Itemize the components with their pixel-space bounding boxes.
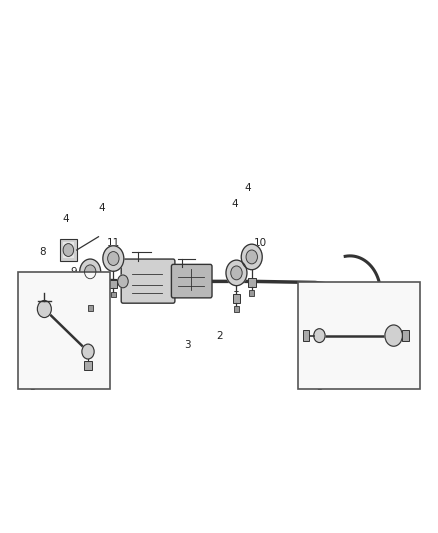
Text: 4: 4 (62, 214, 69, 224)
Bar (60, 239, 77, 261)
Text: 7: 7 (71, 298, 78, 309)
Text: 3: 3 (184, 340, 191, 350)
Circle shape (246, 250, 258, 264)
Text: 11: 11 (107, 238, 120, 247)
Text: 6: 6 (26, 332, 32, 342)
Text: 4: 4 (244, 183, 251, 193)
Bar (248, 278, 256, 287)
Text: 5: 5 (316, 382, 323, 392)
Bar (297, 282, 420, 389)
Circle shape (85, 265, 96, 279)
Circle shape (385, 325, 403, 346)
Bar (402, 330, 410, 341)
Text: 4: 4 (231, 199, 237, 209)
FancyBboxPatch shape (171, 264, 212, 298)
Bar (233, 294, 240, 303)
Circle shape (314, 329, 325, 343)
Bar (84, 361, 92, 370)
Circle shape (82, 344, 94, 359)
Bar (86, 293, 94, 302)
Circle shape (80, 259, 101, 285)
Circle shape (231, 266, 242, 280)
Text: 2: 2 (216, 330, 223, 341)
Text: 9: 9 (71, 267, 78, 277)
Text: 4: 4 (99, 203, 105, 213)
Circle shape (118, 275, 128, 288)
Circle shape (226, 260, 247, 286)
Bar (249, 290, 254, 296)
Bar (88, 305, 93, 311)
Bar (110, 280, 117, 288)
Bar (18, 272, 110, 389)
Text: 5: 5 (29, 382, 35, 392)
Text: 6: 6 (381, 306, 388, 317)
Circle shape (63, 244, 74, 256)
Circle shape (241, 244, 262, 270)
Text: 1: 1 (233, 284, 240, 294)
Text: 8: 8 (40, 247, 46, 256)
Circle shape (103, 246, 124, 271)
Circle shape (108, 252, 119, 265)
Text: 10: 10 (254, 238, 267, 247)
Text: 9: 9 (243, 256, 250, 266)
Bar (63, 242, 74, 258)
FancyBboxPatch shape (121, 259, 175, 303)
Circle shape (37, 301, 51, 318)
Bar (234, 306, 239, 312)
Text: 7: 7 (323, 304, 329, 314)
Bar (303, 330, 309, 341)
Bar (111, 292, 116, 297)
